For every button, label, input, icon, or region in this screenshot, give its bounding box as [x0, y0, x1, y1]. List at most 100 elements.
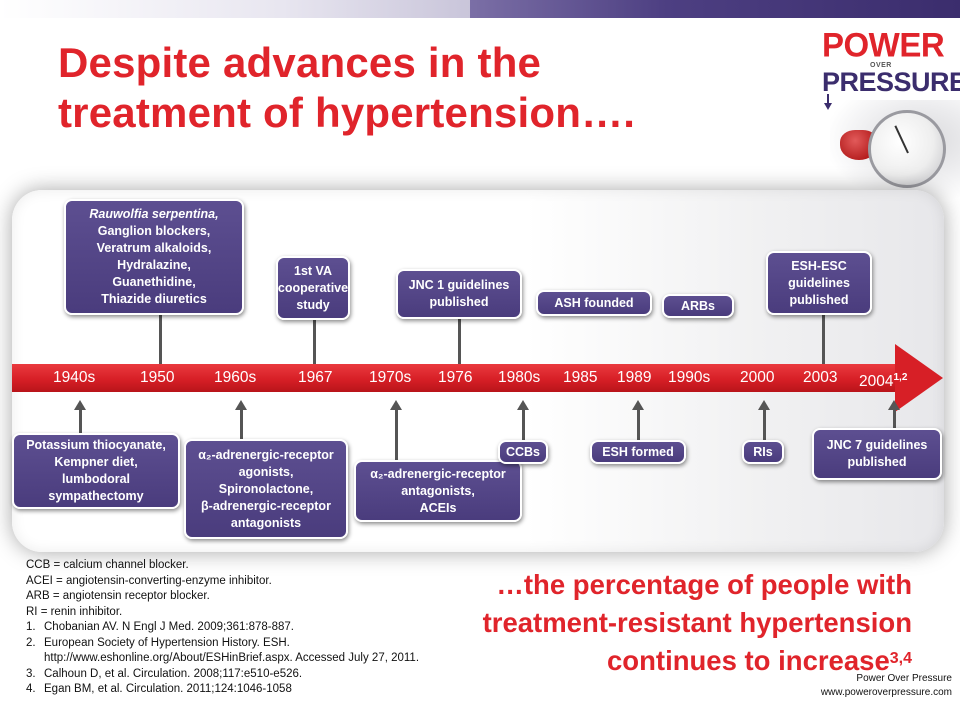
reference-item: 4. Egan BM, et al. Circulation. 2011;124… [26, 682, 419, 698]
event-box-1950-drugs: Rauwolfia serpentina, Ganglion blockers,… [64, 199, 244, 315]
event-text: 1st VA [294, 263, 332, 278]
event-text: JNC 1 guidelines [408, 278, 510, 292]
timeline-tick-2000: 2000 [740, 369, 775, 386]
timeline-tick-1980s: 1980s [498, 369, 541, 386]
event-text: antagonists, [401, 483, 475, 498]
event-box-1989-esh-formed: ESH formed [590, 440, 686, 464]
logo-word-over: OVER [870, 62, 892, 69]
abbreviation-item: RI = renin inhibitor. [26, 605, 123, 618]
event-box-1940s-early-treatments: Potassium thiocyanate, Kempner diet, lum… [12, 433, 180, 509]
timeline-tick-1989: 1989 [617, 369, 652, 386]
top-decorative-band [0, 0, 960, 18]
reference-item: 2. European Society of Hypertension Hist… [26, 636, 419, 667]
event-text: published [789, 292, 849, 307]
logo-word-pressure: PRESSURE [822, 67, 960, 97]
event-box-2004-jnc7: JNC 7 guidelines published [812, 428, 942, 480]
connector-line [159, 314, 162, 364]
event-text: Rauwolfia serpentina, [89, 207, 219, 221]
event-text: lumbodoral [61, 472, 131, 486]
event-box-1980s-ccbs: CCBs [498, 440, 548, 464]
timeline-tick-2003: 2003 [803, 369, 838, 386]
reference-line: European Society of Hypertension History… [44, 636, 290, 649]
connector-arrowhead-icon [632, 400, 644, 410]
tagline-line-2: treatment-resistant hypertension [482, 607, 912, 638]
timeline-tick-1967: 1967 [298, 369, 333, 386]
connector-arrowhead-icon [235, 400, 247, 410]
timeline-tick-1990s: 1990s [668, 369, 711, 386]
connector-line [893, 410, 896, 430]
connector-arrowhead-icon [517, 400, 529, 410]
top-band-light-segment [0, 0, 470, 18]
connector-line [522, 410, 525, 440]
event-text: published [429, 295, 489, 309]
reference-item: 3. Calhoun D, et al. Circulation. 2008;1… [26, 667, 419, 683]
event-text: ACEIs [419, 500, 457, 515]
timeline-tick-1976: 1976 [438, 369, 473, 386]
slide-title-line-2: treatment of hypertension…. [58, 89, 636, 136]
event-text: α₂-adrenergic-receptor [198, 447, 334, 462]
event-text: JNC 7 guidelines [826, 438, 928, 452]
logo-word-power: POWER [822, 25, 945, 64]
timeline-arrow-head-icon [895, 344, 943, 412]
timeline-tick-2004-label: 2004 [859, 373, 894, 391]
reference-text: Calhoun D, et al. Circulation. 2008;117:… [44, 667, 302, 683]
tagline-line-3: continues to increase [607, 645, 890, 676]
tagline-line-3-wrap: continues to increase3,4 [352, 642, 912, 680]
event-box-1976-jnc1: JNC 1 guidelines published [396, 269, 522, 319]
connector-arrowhead-icon [888, 400, 900, 410]
event-text: ARBs [680, 298, 716, 313]
reference-number: 1. [26, 621, 36, 633]
abbreviation-item: CCB = calcium channel blocker. [26, 559, 189, 571]
event-box-1967-va-study: 1st VA cooperative study [276, 256, 350, 320]
connector-line [313, 320, 316, 364]
event-text: ESH formed [602, 444, 674, 459]
event-text: agonists, [238, 464, 294, 479]
connector-line [458, 318, 461, 364]
event-text: CCBs [505, 444, 541, 459]
blood-pressure-gauge-icon [868, 110, 946, 188]
footer-url: www.poweroverpressure.com [820, 687, 952, 698]
slide-title-line-1: Despite advances in the [58, 39, 542, 86]
tagline-citation: 3,4 [889, 650, 912, 667]
connector-line [763, 410, 766, 440]
reference-text: European Society of Hypertension History… [44, 636, 419, 667]
event-box-1970s-drugs: α₂-adrenergic-receptor antagonists, ACEI… [354, 460, 522, 522]
timeline-tick-1950: 1950 [140, 369, 175, 386]
timeline-tick-1985: 1985 [563, 369, 598, 386]
event-text: ESH-ESC [791, 258, 847, 273]
event-text: Ganglion blockers, [97, 224, 211, 238]
tagline-line-1: …the percentage of people with [496, 569, 912, 600]
connector-line [822, 314, 825, 364]
event-text: sympathectomy [48, 489, 144, 503]
event-text: guidelines [788, 275, 850, 290]
event-text: ASH founded [554, 295, 634, 310]
references-list: 1. Chobanian AV. N Engl J Med. 2009;361:… [26, 620, 419, 698]
abbreviations-list: CCB = calcium channel blocker. ACEI = an… [26, 558, 272, 620]
event-text: Potassium thiocyanate, [26, 438, 166, 452]
connector-arrowhead-icon [758, 400, 770, 410]
reference-number: 3. [26, 667, 36, 680]
gauge-needle [894, 125, 909, 154]
power-over-pressure-logo: POWER OVER PRESSURE [822, 27, 960, 110]
abbreviation-item: ARB = angiotensin receptor blocker. [26, 590, 210, 602]
reference-number: 2. [26, 636, 36, 649]
timeline-tick-1960s: 1960s [214, 369, 257, 386]
event-text: Thiazide diuretics [101, 292, 207, 306]
event-text: cooperative [277, 280, 349, 295]
connector-arrowhead-icon [74, 400, 86, 410]
event-box-1990s-arbs: ARBs [662, 294, 734, 318]
connector-arrowhead-icon [390, 400, 402, 410]
event-text: Guanethidine, [112, 275, 196, 289]
event-text: α₂-adrenergic-receptor [370, 466, 506, 481]
timeline-tick-1940s: 1940s [53, 369, 96, 386]
reference-line: http://www.eshonline.org/About/ESHinBrie… [44, 652, 420, 664]
event-box-1985-ash-founded: ASH founded [536, 290, 652, 316]
event-box-2000-ris: RIs [742, 440, 784, 464]
event-text: Spironolactone, [218, 481, 314, 496]
timeline-tick-2004: 20041,2 [859, 366, 907, 394]
event-text: RIs [753, 444, 773, 459]
event-text: β-adrenergic-receptor [201, 498, 331, 513]
reference-line: Egan BM, et al. Circulation. 2011;124:10… [44, 683, 292, 695]
reference-line: Chobanian AV. N Engl J Med. 2009;361:878… [44, 621, 294, 633]
top-band-dark-segment [470, 0, 960, 18]
